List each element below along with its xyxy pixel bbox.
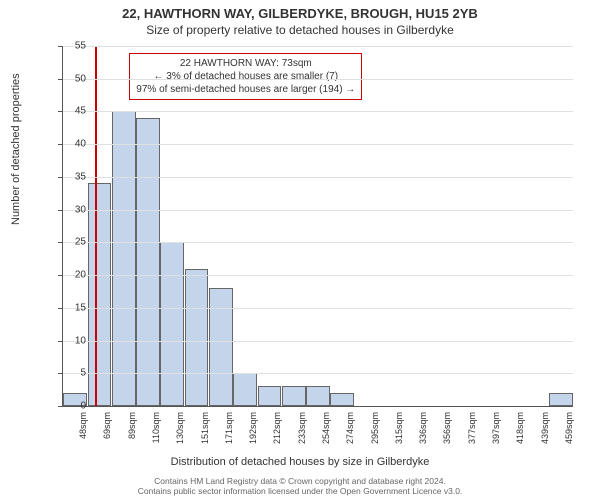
histogram-bar <box>549 393 573 406</box>
gridline <box>63 210 573 211</box>
xtick-label: 377sqm <box>467 412 477 448</box>
xtick-label: 356sqm <box>442 412 452 448</box>
ytick-label: 35 <box>56 171 86 182</box>
ytick-label: 15 <box>56 302 86 313</box>
xtick-label: 212sqm <box>272 412 282 448</box>
gridline <box>63 111 573 112</box>
histogram-bar <box>233 373 257 406</box>
gridline <box>63 79 573 80</box>
xtick-label: 254sqm <box>321 412 331 448</box>
ytick-label: 10 <box>56 335 86 346</box>
xtick-label: 130sqm <box>175 412 185 448</box>
chart-area: 22 HAWTHORN WAY: 73sqm ← 3% of detached … <box>62 46 573 407</box>
histogram-bar <box>112 111 136 406</box>
histogram-bar <box>160 242 184 406</box>
xtick-label: 295sqm <box>370 412 380 448</box>
page-title: 22, HAWTHORN WAY, GILBERDYKE, BROUGH, HU… <box>0 0 600 21</box>
xtick-label: 171sqm <box>224 412 234 448</box>
histogram-bar <box>209 288 233 406</box>
annotation-line3: 97% of semi-detached houses are larger (… <box>136 83 355 96</box>
ytick-label: 25 <box>56 237 86 248</box>
ytick-label: 50 <box>56 73 86 84</box>
xtick-label: 274sqm <box>345 412 355 448</box>
xtick-label: 315sqm <box>394 412 404 448</box>
xtick-label: 439sqm <box>540 412 550 448</box>
ytick-label: 55 <box>56 41 86 52</box>
xtick-label: 336sqm <box>418 412 428 448</box>
x-axis-label: Distribution of detached houses by size … <box>0 456 600 468</box>
chart-container: 22, HAWTHORN WAY, GILBERDYKE, BROUGH, HU… <box>0 0 600 500</box>
ytick-label: 40 <box>56 139 86 150</box>
annotation-box: 22 HAWTHORN WAY: 73sqm ← 3% of detached … <box>129 53 362 100</box>
xtick-label: 151sqm <box>200 412 210 448</box>
xtick-label: 110sqm <box>151 412 161 448</box>
gridline <box>63 373 573 374</box>
annotation-line1: 22 HAWTHORN WAY: 73sqm <box>136 57 355 70</box>
gridline <box>63 341 573 342</box>
xtick-label: 69sqm <box>102 412 112 448</box>
histogram-bar <box>136 118 160 406</box>
gridline <box>63 144 573 145</box>
gridline <box>63 308 573 309</box>
gridline <box>63 275 573 276</box>
gridline <box>63 177 573 178</box>
ytick-label: 20 <box>56 270 86 281</box>
xtick-label: 397sqm <box>491 412 501 448</box>
histogram-bar <box>258 386 282 406</box>
histogram-bar <box>185 269 209 406</box>
histogram-bar <box>282 386 306 406</box>
ytick-label: 30 <box>56 204 86 215</box>
ytick-label: 45 <box>56 106 86 117</box>
xtick-label: 192sqm <box>248 412 258 448</box>
xtick-label: 418sqm <box>515 412 525 448</box>
xtick-label: 89sqm <box>127 412 137 448</box>
footer-line2: Contains public sector information licen… <box>0 486 600 496</box>
gridline <box>63 46 573 47</box>
annotation-line2: ← 3% of detached houses are smaller (7) <box>136 70 355 83</box>
y-axis-label: Number of detached properties <box>10 73 22 225</box>
reference-line <box>95 46 97 406</box>
footer: Contains HM Land Registry data © Crown c… <box>0 476 600 496</box>
ytick-label: 5 <box>56 368 86 379</box>
xtick-label: 233sqm <box>297 412 307 448</box>
xtick-label: 48sqm <box>78 412 88 448</box>
histogram-bar <box>306 386 330 406</box>
gridline <box>63 242 573 243</box>
ytick-label: 0 <box>56 401 86 412</box>
page-subtitle: Size of property relative to detached ho… <box>0 21 600 37</box>
footer-line1: Contains HM Land Registry data © Crown c… <box>0 476 600 486</box>
xtick-label: 459sqm <box>564 412 574 448</box>
histogram-bar <box>330 393 354 406</box>
